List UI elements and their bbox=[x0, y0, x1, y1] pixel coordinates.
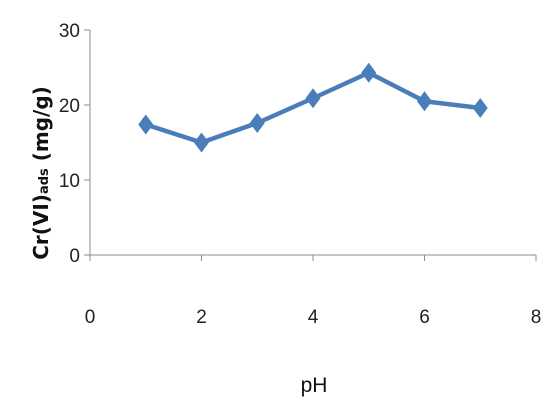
data-point-marker bbox=[417, 91, 432, 112]
y-axis-label-subscript: ads bbox=[37, 168, 52, 194]
y-axis-label: Cr(VI)ads (mg/g) bbox=[29, 86, 53, 260]
y-tick-label: 0 bbox=[69, 246, 80, 267]
y-tick-label: 10 bbox=[59, 171, 80, 192]
axes bbox=[84, 29, 537, 261]
data-point-marker bbox=[138, 114, 154, 135]
y-tick-label: 20 bbox=[59, 96, 80, 117]
x-tick-label: 8 bbox=[531, 307, 542, 328]
x-axis-label: pH bbox=[301, 374, 328, 397]
y-axis-label-suffix: (mg/g) bbox=[29, 86, 53, 168]
series-group bbox=[138, 62, 488, 153]
data-point-marker bbox=[305, 88, 321, 109]
data-point-marker bbox=[472, 98, 488, 118]
x-tick-label: 6 bbox=[419, 307, 430, 328]
y-axis-label-prefix: Cr(VI) bbox=[29, 194, 53, 260]
x-tick-label: 0 bbox=[85, 307, 96, 328]
y-tick-label: 30 bbox=[59, 21, 80, 42]
data-point-marker bbox=[194, 132, 209, 153]
data-point-marker bbox=[361, 62, 377, 83]
x-tick-label: 4 bbox=[308, 307, 319, 328]
data-point-marker bbox=[249, 113, 265, 133]
y-tick-labels: 0 10 20 30 bbox=[59, 21, 80, 267]
x-tick-label: 2 bbox=[196, 307, 207, 328]
x-tick-labels: 0 2 4 6 8 bbox=[85, 307, 542, 328]
